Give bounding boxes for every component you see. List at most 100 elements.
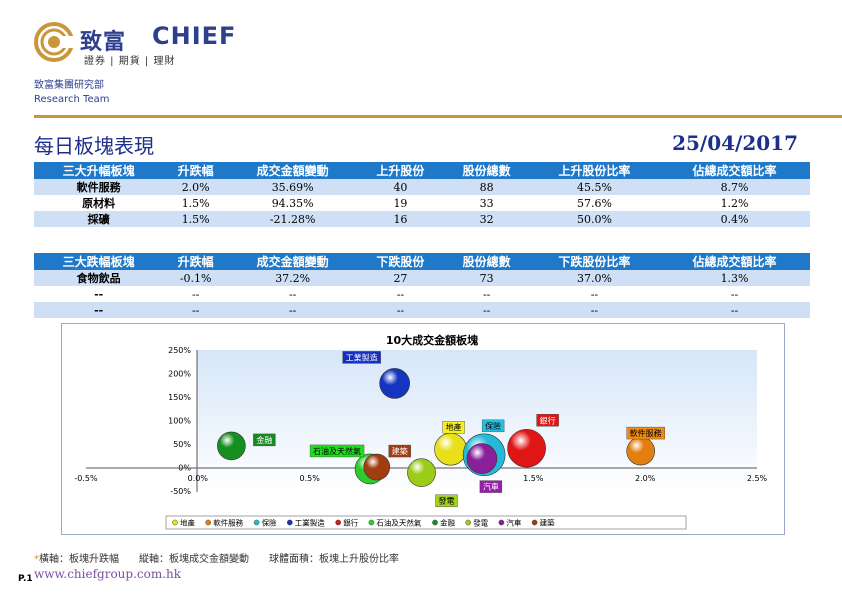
brand-logo: 致富 CHIEF 證券 | 期貨 | 理財 [34, 22, 244, 68]
table-row: 原材料 1.5% 94.35% 19 33 57.6% 1.2% [34, 195, 810, 211]
footnote-text: 橫軸：板塊升跌幅 縱軸：板塊成交金額變動 球體面積：板塊上升股份比率 [39, 554, 399, 565]
table-cell: 50.0% [529, 211, 660, 227]
table-cell: 94.35% [271, 196, 314, 210]
bubble-0 [434, 432, 467, 466]
y-tick-label: 100% [168, 417, 191, 426]
table-cell: -- [357, 302, 444, 318]
column-header: 佔總成交額比率 [659, 162, 810, 179]
table-cell: 37.2% [228, 270, 358, 286]
bubble-8 [466, 443, 498, 474]
table-cell: 2.0% [163, 179, 228, 195]
legend-marker [531, 519, 538, 526]
website-link[interactable]: www.chiefgroup.com.hk [34, 567, 182, 581]
table-cell: 37.0% [529, 270, 660, 286]
table-cell: -- [730, 287, 739, 301]
column-header: 三大升幅板塊 [34, 162, 164, 179]
department: 致富集團研究部 Research Team [34, 79, 109, 107]
table-row: -- -- -- -- -- -- -- [34, 286, 810, 302]
bubble-7 [407, 458, 436, 487]
column-header: 下跌股份比率 [529, 253, 660, 270]
page-title: 每日板塊表現 [34, 134, 154, 158]
x-tick-label: 2.5% [747, 474, 768, 483]
legend-marker [205, 519, 211, 526]
x-tick-label: 1.5% [523, 474, 544, 483]
table-cell: -- [288, 287, 297, 301]
table-cell: -- [659, 302, 810, 318]
brand-name-cn: 致富 [80, 30, 127, 55]
bubble-label: 工業製造 [346, 352, 378, 362]
bubble-label-box [342, 351, 381, 364]
table-cell: 27 [357, 270, 444, 286]
bubble-label: 汽車 [483, 482, 499, 492]
table-cell: -- [590, 287, 599, 301]
bubble-label-box [481, 419, 505, 433]
bubble-6 [217, 431, 246, 461]
bubble-label: 地產 [446, 422, 462, 432]
brand-name-en: CHIEF [152, 22, 237, 50]
column-header: 上升股份 [357, 162, 444, 179]
bubble-label-box [626, 426, 665, 440]
table-cell: 73 [443, 270, 530, 286]
chart-footnote: *橫軸：板塊升跌幅 縱軸：板塊成交金額變動 球體面積：板塊上升股份比率 [34, 550, 399, 565]
column-header: 股份總數 [443, 253, 530, 270]
bubble-label-box [479, 480, 503, 493]
table-cell: 57.6% [576, 196, 612, 210]
chief-logo-icon [34, 22, 74, 62]
table-cell: -- [191, 287, 200, 301]
table-row: 採礦 1.5% -21.28% 16 32 50.0% 0.4% [34, 211, 810, 227]
x-tick-label: 0.0% [188, 474, 209, 483]
column-header: 股份總數 [443, 162, 530, 179]
bubble-1 [626, 436, 655, 466]
report-date: 25/04/2017 [672, 131, 798, 155]
legend-marker [498, 519, 505, 526]
table-cell: 45.5% [529, 179, 660, 195]
bubble-label-box [536, 414, 559, 427]
table-row: -- -- -- -- -- -- -- [34, 302, 810, 318]
department-en: Research Team [34, 94, 110, 105]
table-cell: 40 [357, 179, 444, 195]
legend-marker [335, 519, 342, 526]
bubble-label: 銀行 [540, 415, 556, 425]
column-header: 三大跌幅板塊 [34, 253, 164, 270]
column-header: 佔總成交額比率 [659, 253, 810, 270]
legend-label: 汽車 [506, 518, 521, 528]
bubble-label-box [309, 444, 365, 458]
y-tick-label: 150% [168, 393, 191, 402]
header-divider [34, 115, 842, 118]
y-tick-label: 200% [168, 370, 191, 379]
y-tick-label: -50% [170, 487, 191, 496]
table-cell: 1.5% [181, 196, 210, 210]
column-header: 下跌股份 [357, 253, 444, 270]
page-number: P.1 [18, 574, 33, 584]
table-cell: -0.1% [163, 270, 228, 286]
table-cell: 採礦 [34, 211, 164, 227]
bubble-label-box [442, 420, 465, 434]
department-cn: 致富集團研究部 [34, 80, 104, 91]
legend-label: 銀行 [343, 518, 358, 528]
y-tick-label: 250% [168, 346, 191, 355]
x-tick-label: 2.0% [635, 474, 656, 483]
column-header: 上升股份比率 [529, 162, 660, 179]
table-cell: 8.7% [659, 179, 810, 195]
bubble-label: 石油及天然氣 [313, 446, 361, 456]
footnote-marker: * [34, 554, 39, 565]
bubble-label: 發電 [439, 497, 455, 506]
table-cell: 19 [393, 196, 408, 210]
table-cell: 0.4% [659, 211, 810, 227]
top-gainers-table: 三大升幅板塊 升跌幅 成交金額變動 上升股份 股份總數 上升股份比率 佔總成交額… [34, 162, 810, 227]
legend-label: 工業製造 [295, 518, 325, 528]
legend-label: 石油及天然氣 [376, 518, 421, 528]
column-header: 升跌幅 [163, 253, 228, 270]
legend-marker [286, 519, 293, 526]
table-cell: 軟件服務 [34, 179, 164, 195]
chart-legend [165, 515, 687, 530]
chart-title: 10大成交金額板塊 [386, 333, 478, 347]
y-tick-label: 50% [173, 440, 191, 449]
table-cell: 1.2% [720, 196, 749, 210]
top-losers-table: 三大跌幅板塊 升跌幅 成交金額變動 下跌股份 股份總數 下跌股份比率 佔總成交額… [34, 253, 810, 318]
table-cell: 食物飲品 [34, 270, 164, 286]
table-row: 食物飲品 -0.1% 37.2% 27 73 37.0% 1.3% [34, 270, 810, 286]
legend-label: 地產 [180, 518, 195, 528]
legend-marker [465, 519, 472, 526]
table-cell: 35.69% [228, 179, 358, 195]
